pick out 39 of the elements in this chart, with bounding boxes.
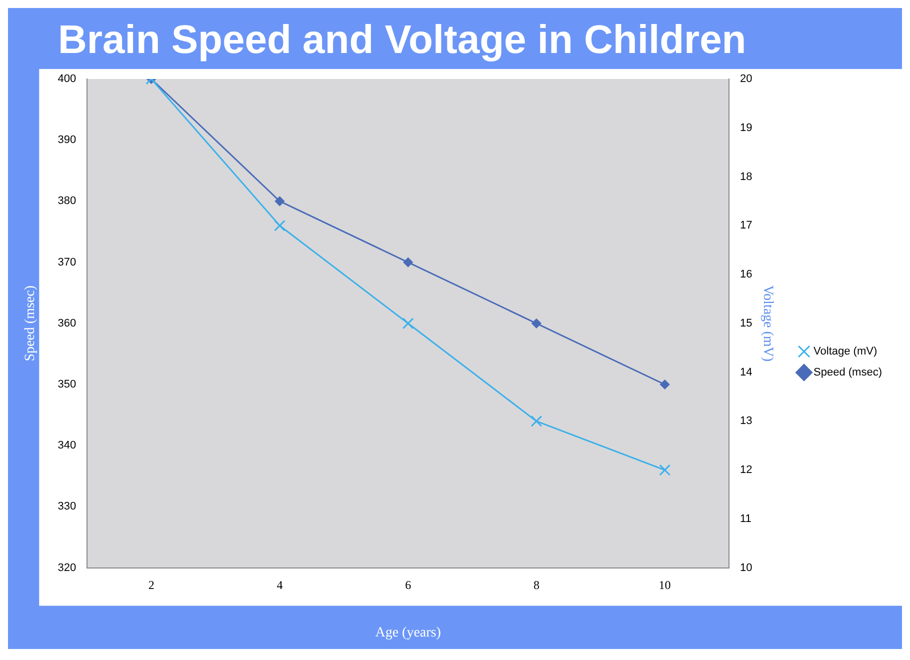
y-tick-label: 350 — [58, 378, 76, 391]
x-tick-label: 10 — [658, 578, 671, 592]
y-tick-label: 360 — [58, 317, 76, 330]
y2-tick-label: 11 — [740, 512, 752, 525]
y2-tick-label: 12 — [740, 464, 752, 476]
y2-axis-title: Voltage (mV) — [760, 285, 775, 362]
x-tick-label: 6 — [405, 578, 412, 592]
y2-tick-label: 15 — [740, 317, 752, 330]
y-tick-label: 320 — [58, 562, 76, 574]
y-tick-label: 340 — [58, 440, 76, 452]
y-tick-label: 400 — [58, 73, 76, 86]
legend-label: Voltage (mV) — [814, 346, 878, 358]
y2-tick-label: 19 — [740, 122, 752, 134]
y2-tick-label: 13 — [740, 415, 752, 428]
y2-tick-label: 10 — [740, 562, 752, 574]
y-tick-label: 390 — [58, 134, 76, 146]
y-tick-label: 380 — [58, 195, 76, 208]
legend-label: Speed (msec) — [814, 366, 882, 379]
point — [532, 318, 542, 328]
point — [274, 220, 286, 232]
y2-tick-label: 16 — [740, 268, 752, 281]
x-tick-label: 8 — [533, 578, 540, 592]
point — [403, 258, 413, 268]
x-tick-label: 4 — [276, 578, 283, 592]
point — [530, 415, 542, 427]
chart-title: Brain Speed and Voltage in Children — [57, 17, 748, 64]
y-tick-label: 330 — [58, 500, 76, 513]
y2-tick-label: 14 — [740, 366, 752, 378]
x-tick-label: 2 — [148, 578, 154, 592]
point — [274, 196, 284, 206]
y-axis-title: Speed (msec) — [23, 285, 38, 362]
point — [659, 464, 671, 476]
y-tick-label: 370 — [58, 256, 76, 268]
point — [402, 318, 414, 330]
y2-tick-label: 18 — [740, 170, 752, 183]
point — [660, 380, 670, 390]
y2-tick-label: 20 — [740, 73, 752, 86]
y2-tick-label: 17 — [740, 220, 752, 232]
x-axis-title: Age (years) — [375, 625, 442, 640]
